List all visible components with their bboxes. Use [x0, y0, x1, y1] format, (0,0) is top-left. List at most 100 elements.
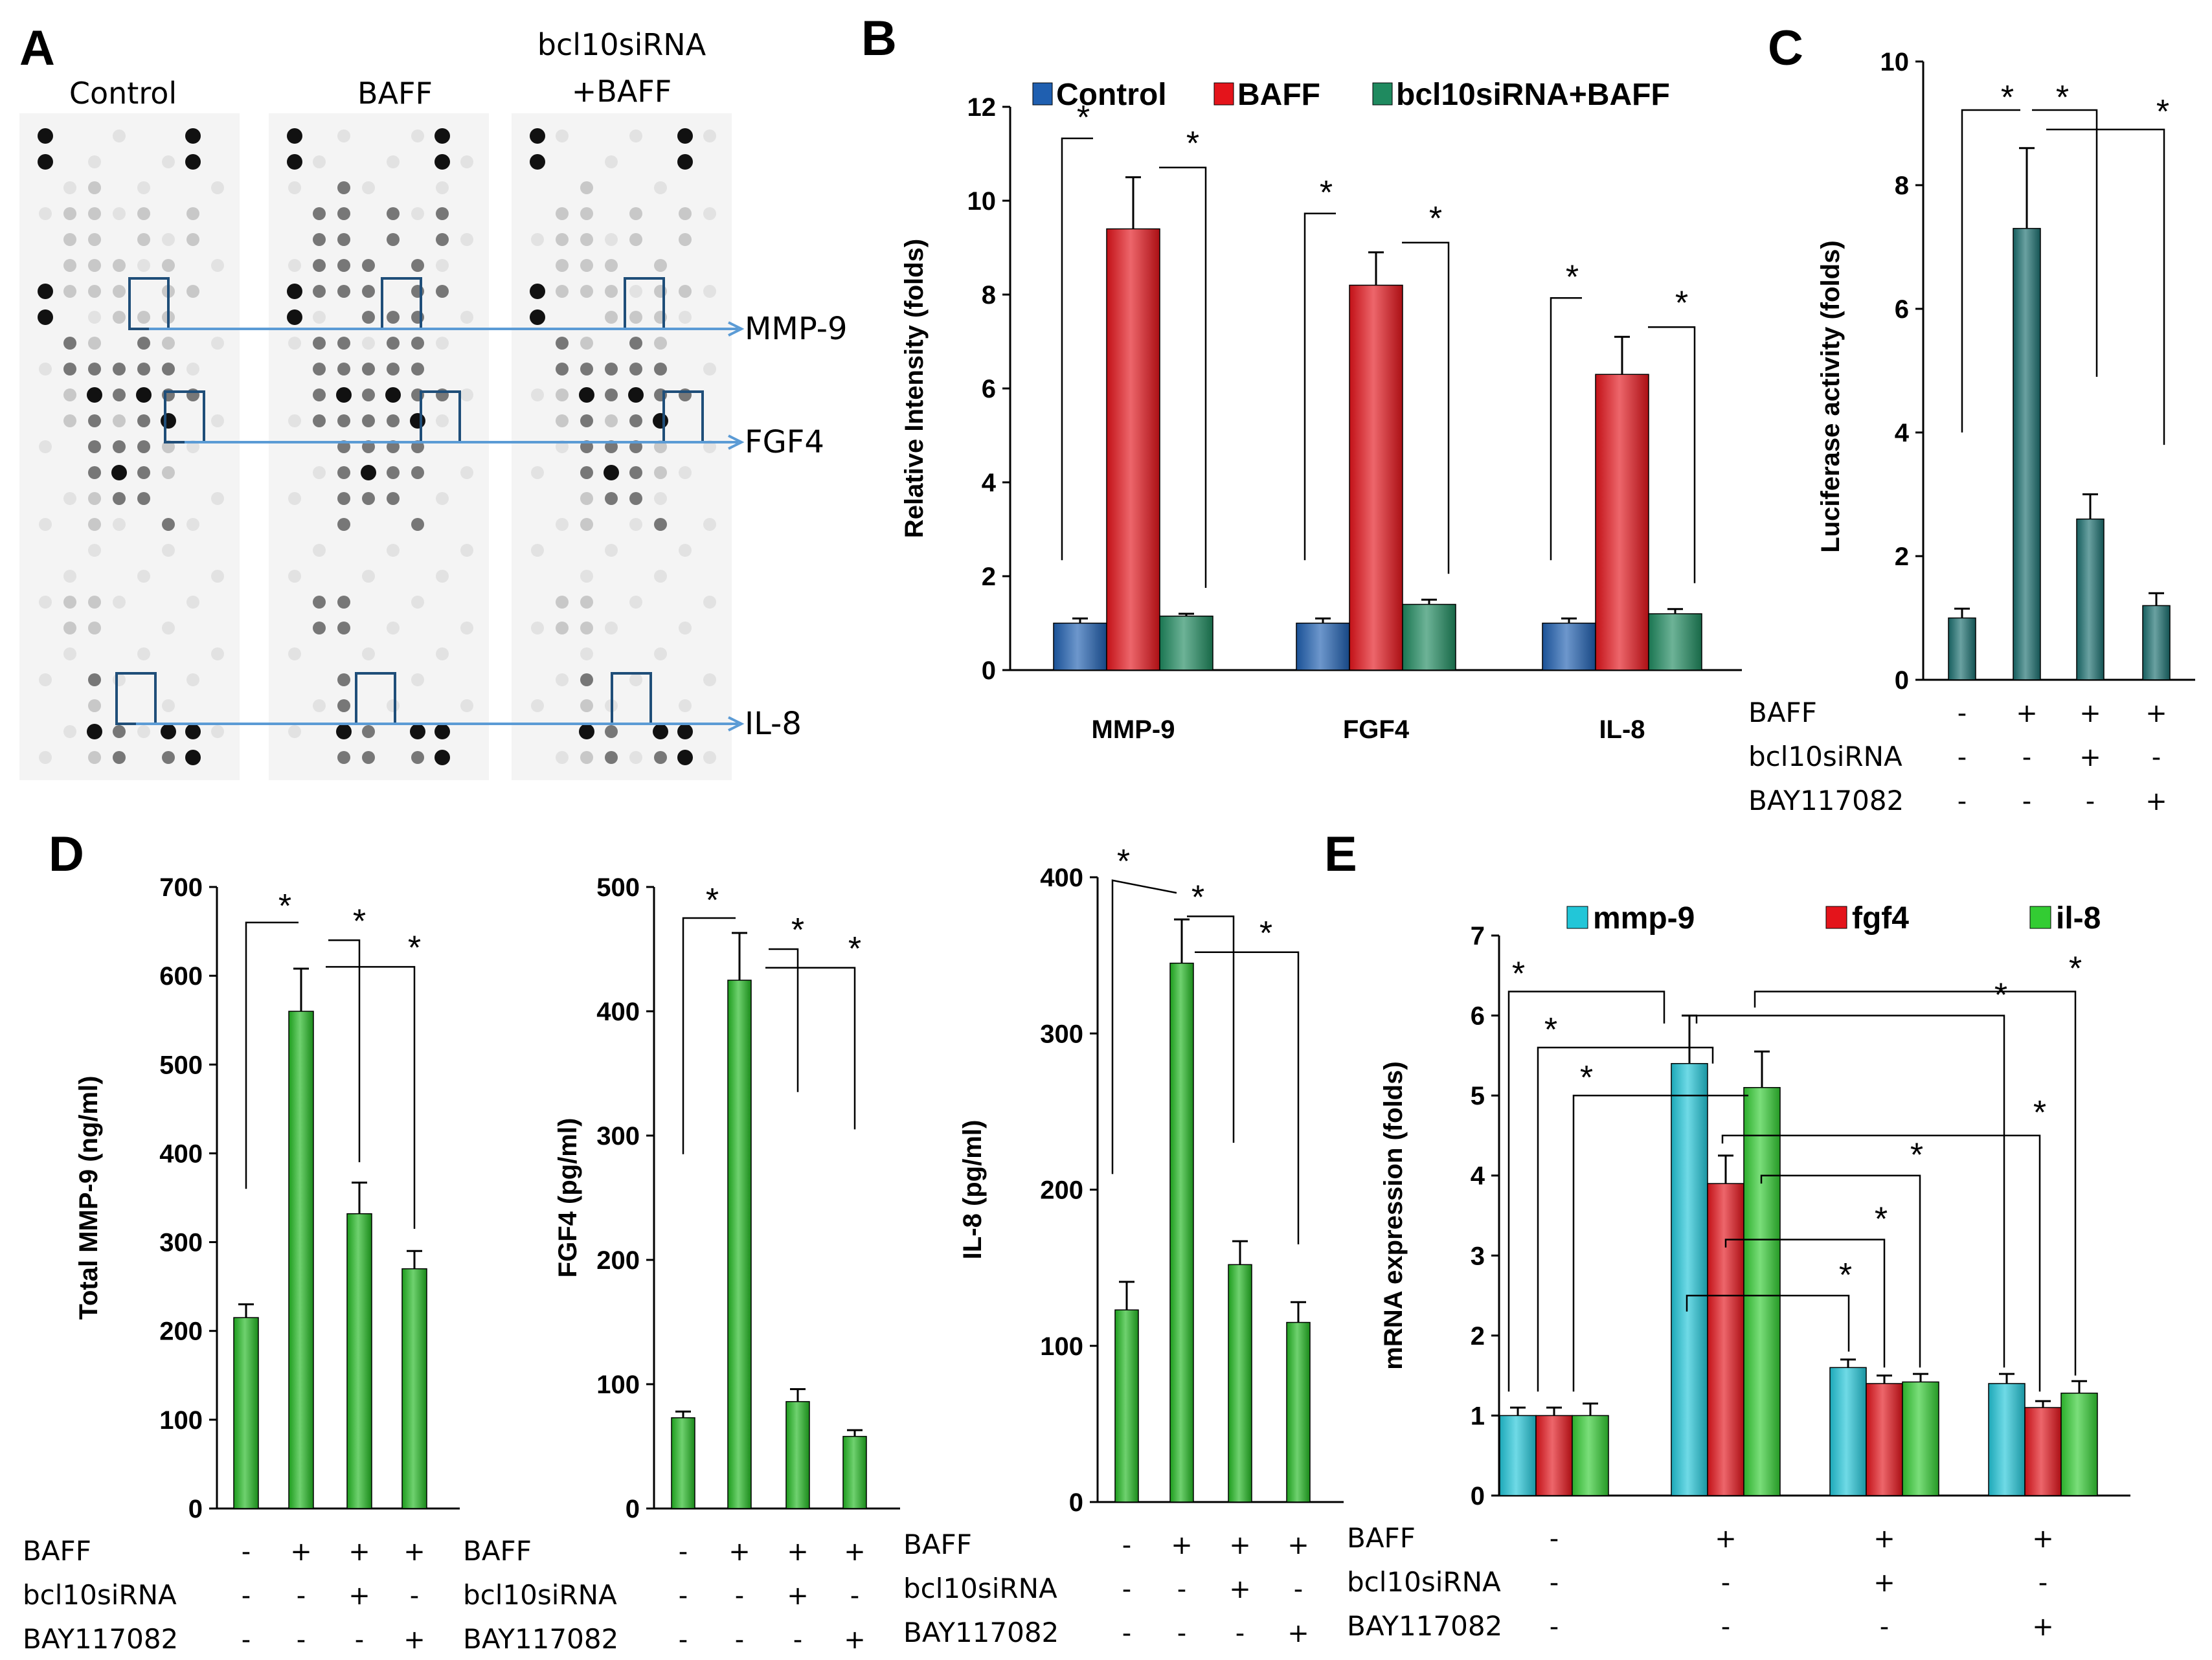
- blot-dot: [556, 518, 569, 531]
- e-significance-star: *: [1910, 1137, 1923, 1174]
- panel-letter-e: E: [1324, 827, 1357, 882]
- blot-dot: [362, 363, 375, 376]
- c-condition-sign: -: [2152, 743, 2161, 772]
- blot-dot: [87, 387, 102, 403]
- b-significance-bracket: [1402, 241, 1450, 574]
- d3-significance-bracket: [1195, 951, 1300, 1244]
- blot-dot: [580, 596, 593, 609]
- panel-a-blots: Control BAFF bcl10siRNA +BAFF MMP-9 FGF4 IL-8: [19, 27, 848, 780]
- c-condition-sign: -: [1958, 699, 1967, 728]
- blot-dot: [436, 414, 449, 427]
- blot-dot: [460, 233, 473, 246]
- blot-dot: [287, 128, 302, 144]
- e-significance-bracket: [1537, 1046, 1714, 1392]
- b-legend-label: BAFF: [1237, 78, 1320, 112]
- blot-dot: [579, 724, 594, 739]
- blot-dot: [337, 337, 350, 350]
- d2-condition-sign: +: [787, 1537, 809, 1567]
- b-y-tick-label: 8: [982, 281, 996, 309]
- blot-dot: [288, 725, 301, 738]
- d1-condition-sign: -: [410, 1581, 419, 1611]
- d2-significance-bracket: [682, 917, 736, 1154]
- d2-condition-label: BAFF: [463, 1535, 532, 1567]
- blot-dot: [387, 622, 400, 634]
- e-significance-bracket: [1507, 991, 1665, 1392]
- e-bar: [2060, 1393, 2098, 1496]
- blot-dot: [88, 155, 101, 168]
- blot-dot: [677, 128, 693, 144]
- e-significance-star: *: [1839, 1257, 1852, 1294]
- blot-dot: [137, 647, 150, 660]
- chart-d-il8: 0 100 200 300 400 IL-8 (pg/ml) * * * BAFF - + + + bcl1…: [903, 843, 1344, 1648]
- blot-dot: [313, 622, 326, 634]
- b-significance-bracket: [1304, 212, 1336, 561]
- e-y-tick-label: 7: [1471, 922, 1485, 950]
- d2-condition-sign: -: [735, 1625, 744, 1655]
- d1-condition-sign: -: [297, 1625, 306, 1655]
- blot-dot: [580, 647, 593, 660]
- b-bar: [1053, 622, 1107, 671]
- blot-dot: [387, 466, 400, 479]
- blot-dot: [703, 751, 716, 764]
- blot-dot: [137, 337, 150, 350]
- blot-dot: [530, 309, 545, 325]
- blot-dot: [39, 207, 52, 220]
- d2-y-tick-label: 300: [596, 1122, 640, 1150]
- blot-dot: [679, 466, 692, 479]
- b-y-tick-label: 0: [982, 656, 996, 685]
- blot-dot: [88, 207, 101, 220]
- e-bar: [1707, 1183, 1744, 1496]
- blot-arrow-head: [728, 321, 745, 337]
- d3-condition-sign: +: [1287, 1531, 1309, 1560]
- blot-dot: [313, 285, 326, 298]
- d3-significance-star: *: [1259, 915, 1272, 952]
- blot-dot: [113, 518, 126, 531]
- blot-dot: [460, 699, 473, 712]
- blot-dot: [88, 751, 101, 764]
- c-condition-sign: +: [2145, 787, 2167, 816]
- d3-bar: [1169, 962, 1194, 1503]
- blot-dot: [605, 233, 618, 246]
- blot-dot: [87, 724, 102, 739]
- blot-dot: [531, 233, 544, 246]
- e-bar: [1829, 1367, 1867, 1496]
- blot-dot: [604, 465, 619, 480]
- blot-dot: [161, 724, 176, 739]
- blot-dot: [531, 388, 544, 401]
- blot-dot: [580, 570, 593, 583]
- blot-dot: [362, 285, 375, 298]
- c-y-tick-label: 0: [1895, 666, 1909, 695]
- c-y-tick-label: 6: [1895, 295, 1909, 324]
- blot-dot: [113, 311, 126, 324]
- blot-dot: [288, 259, 301, 272]
- d1-y-axis-title: Total MMP-9 (ng/ml): [74, 1076, 103, 1320]
- blot-dot: [362, 414, 375, 427]
- blot-dot: [313, 337, 326, 350]
- e-condition-sign: +: [2032, 1524, 2054, 1554]
- e-y-tick-label: 5: [1471, 1082, 1485, 1110]
- blot-dot: [211, 259, 224, 272]
- blot-dot: [605, 492, 618, 505]
- d1-condition-sign: +: [290, 1537, 312, 1567]
- blot-dot: [436, 233, 449, 246]
- chart-c: 0 2 4 6 8 10 Luciferase activity (folds) * * * BAF…: [1748, 48, 2195, 816]
- blot-dot: [411, 259, 424, 272]
- blot-dot: [63, 337, 76, 350]
- blot-dot: [580, 363, 593, 376]
- panel-letter-d: D: [49, 827, 84, 882]
- e-condition-sign: -: [1550, 1568, 1559, 1598]
- blot-marker-label: MMP-9: [745, 311, 848, 347]
- blot-dot: [113, 673, 126, 686]
- d3-condition-sign: -: [1122, 1531, 1131, 1560]
- blot-dot: [211, 647, 224, 660]
- blot-dot: [580, 518, 593, 531]
- e-legend-label: mmp-9: [1593, 901, 1695, 936]
- d2-significance-star: *: [848, 930, 861, 968]
- b-category-label: FGF4: [1343, 715, 1410, 744]
- d2-y-axis-title: FGF4 (pg/ml): [554, 1118, 582, 1278]
- b-significance-star: *: [1429, 200, 1442, 238]
- d1-condition-sign: -: [355, 1625, 364, 1655]
- blot-dot: [703, 285, 716, 298]
- blot-dot: [337, 285, 350, 298]
- blot-dot: [337, 207, 350, 220]
